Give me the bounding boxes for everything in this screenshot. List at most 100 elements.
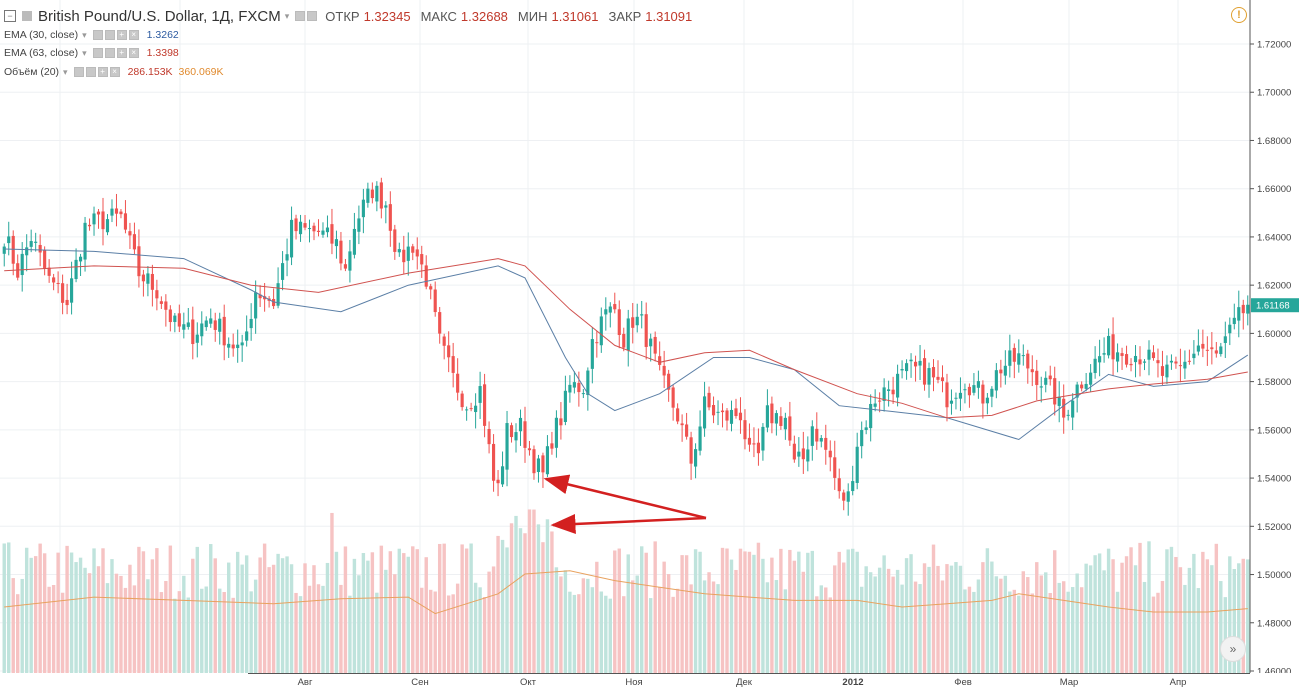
collapse-icon[interactable]: −	[4, 10, 16, 22]
add-icon[interactable]: +	[97, 67, 108, 77]
candle-body	[698, 426, 702, 451]
candle	[913, 355, 918, 382]
volume-bar	[792, 560, 797, 673]
close-icon[interactable]: ×	[109, 67, 120, 77]
indicator-ema30[interactable]: EMA (30, close) ▾ + × 1.3262	[4, 28, 179, 42]
candle	[658, 341, 662, 371]
volume-bar	[1088, 565, 1093, 673]
candle	[815, 412, 819, 450]
candle-body	[438, 312, 442, 334]
add-icon[interactable]: +	[116, 48, 127, 58]
double-chevron-right-icon[interactable]: »	[1220, 636, 1246, 662]
candle	[474, 393, 478, 429]
candle	[649, 333, 653, 362]
candle	[967, 383, 971, 408]
volume-bar	[298, 596, 303, 673]
candle	[141, 269, 145, 297]
volume-bar	[218, 588, 222, 673]
settings-icon[interactable]	[104, 30, 115, 40]
symbol-icon	[22, 11, 32, 21]
candle-body	[958, 392, 963, 399]
volume-bar	[173, 598, 177, 673]
candle	[213, 312, 217, 342]
volume-bar	[420, 587, 424, 673]
candle-body	[168, 309, 172, 323]
indicator-volume[interactable]: Объём (20) ▾ + × 286.153K 360.069K	[4, 65, 224, 79]
volume-bar	[886, 568, 891, 673]
candle-body	[711, 405, 716, 416]
volume-bar	[204, 586, 208, 673]
candle-body	[940, 377, 945, 382]
volume-bar	[244, 555, 249, 673]
chevron-down-icon[interactable]: ▾	[284, 10, 290, 21]
candle	[159, 296, 163, 309]
volume-bar	[631, 580, 635, 673]
visibility-icon[interactable]	[295, 11, 306, 21]
candle-body	[747, 437, 752, 445]
add-icon[interactable]: +	[116, 30, 127, 40]
visibility-icon[interactable]	[92, 30, 103, 40]
volume-bar	[433, 591, 437, 673]
candle-body	[545, 446, 550, 475]
close-icon[interactable]: ×	[128, 48, 139, 58]
x-tick-label: Окт	[520, 677, 537, 687]
candle	[101, 197, 105, 246]
visibility-icon[interactable]	[92, 48, 103, 58]
indicator-name[interactable]: EMA (63, close)	[4, 47, 79, 59]
candle	[173, 313, 177, 333]
indicator-name[interactable]: Объём (20)	[4, 66, 60, 78]
volume-bar	[334, 551, 339, 673]
close-icon[interactable]: ×	[128, 30, 139, 40]
candle-body	[177, 313, 181, 327]
candle	[325, 215, 330, 238]
candle-body	[78, 256, 83, 262]
candle-body	[586, 370, 590, 396]
indicator-name[interactable]: EMA (30, close)	[4, 29, 79, 41]
candle-body	[994, 370, 998, 391]
volume-bar	[177, 591, 182, 673]
candle-body	[631, 317, 635, 328]
candle	[667, 369, 671, 402]
visibility-icon[interactable]	[73, 67, 84, 77]
volume-bar	[446, 595, 451, 673]
candle	[1223, 321, 1227, 358]
settings-icon[interactable]	[307, 11, 318, 21]
candle	[518, 409, 523, 446]
volume-bar	[455, 583, 460, 673]
candle	[635, 303, 639, 333]
candle-body	[128, 231, 132, 236]
alert-icon[interactable]: !	[1231, 7, 1247, 23]
chevron-down-icon[interactable]: ▾	[82, 47, 87, 58]
candle-body	[186, 322, 190, 327]
volume-bar	[532, 509, 536, 673]
settings-icon[interactable]	[104, 48, 115, 58]
symbol-title[interactable]: British Pound/U.S. Dollar, 1Д, FXCM	[38, 7, 281, 25]
candle	[415, 237, 419, 270]
volume-bar	[828, 597, 832, 673]
volume-bar	[657, 586, 662, 673]
candle	[429, 283, 433, 300]
candle-body	[1187, 360, 1191, 362]
chevron-down-icon[interactable]: ▾	[82, 29, 87, 40]
candle-body	[887, 389, 891, 392]
candle	[451, 342, 455, 388]
indicator-ema63[interactable]: EMA (63, close) ▾ + × 1.3398	[4, 46, 179, 60]
candle	[783, 412, 787, 440]
chevron-down-icon[interactable]: ▾	[63, 66, 68, 77]
candle	[1228, 317, 1232, 346]
volume-bar	[496, 535, 500, 673]
candle-body	[1075, 384, 1079, 398]
candle-body	[882, 387, 886, 401]
volume-bar	[101, 548, 105, 673]
volume-bar	[662, 561, 666, 673]
ema30-line	[4, 248, 1249, 441]
candle	[361, 188, 365, 234]
volume-bar	[415, 549, 419, 673]
candle	[388, 191, 392, 247]
volume-bar	[711, 581, 716, 673]
settings-icon[interactable]	[85, 67, 96, 77]
volume-bar	[958, 565, 963, 673]
candle-body	[622, 333, 626, 348]
